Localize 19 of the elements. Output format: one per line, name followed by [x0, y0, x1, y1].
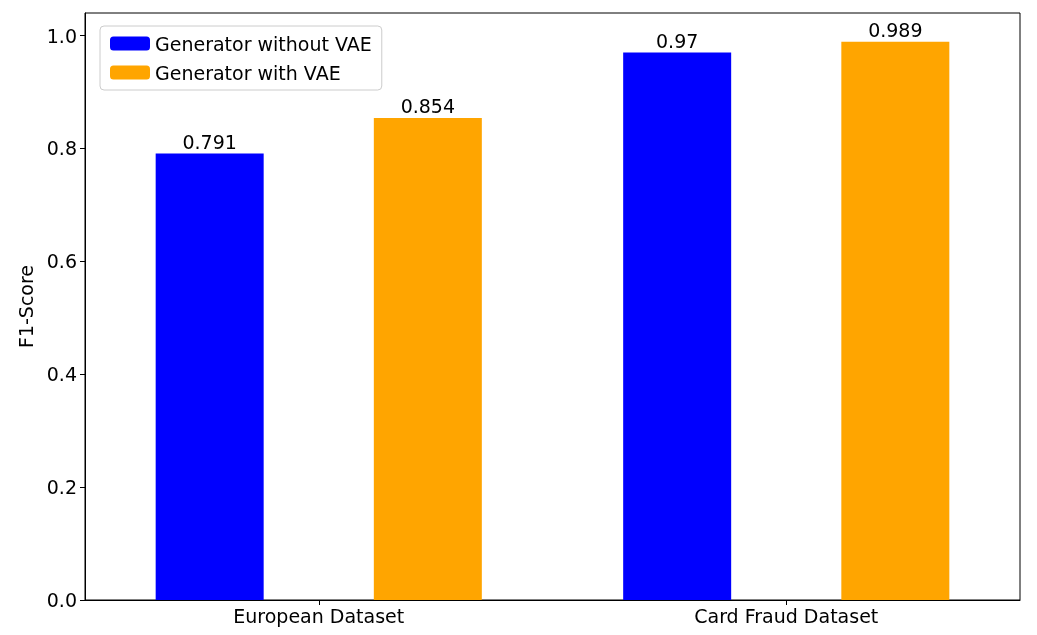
data-label: 0.97: [656, 30, 699, 53]
bar: [623, 52, 732, 600]
bar: [841, 41, 950, 600]
data-label: 0.989: [868, 19, 923, 42]
bar: [155, 153, 264, 600]
bar: [373, 117, 482, 600]
y-tick-label: 0.4: [46, 363, 77, 386]
legend-label: Generator without VAE: [155, 32, 372, 55]
y-tick-label: 1.0: [46, 24, 77, 47]
data-label: 0.854: [400, 95, 456, 118]
y-tick-label: 0.6: [46, 250, 77, 273]
data-label: 0.791: [182, 131, 237, 154]
y-tick-label: 0.2: [46, 476, 77, 499]
y-axis-title: F1-Score: [14, 264, 37, 349]
y-tick-label: 0.8: [46, 137, 77, 160]
x-tick-label: Card Fraud Dataset: [694, 604, 879, 627]
x-tick-label: European Dataset: [233, 604, 405, 627]
legend-label: Generator with VAE: [155, 61, 341, 84]
y-tick-label: 0.0: [46, 589, 77, 611]
